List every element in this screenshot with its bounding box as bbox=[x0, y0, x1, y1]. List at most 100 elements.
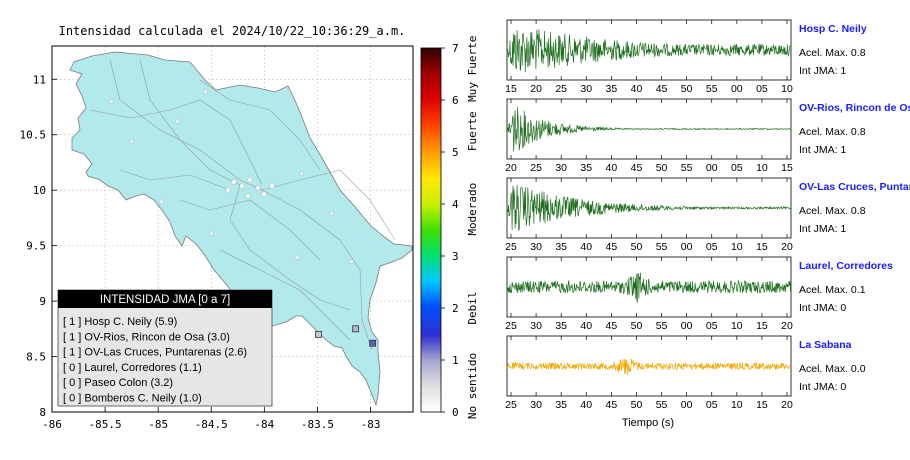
trace-1: 15 20 25 30 35 40 45 50 55 00 05 10 Hosp C. Neily Ace… bbox=[505, 19, 867, 95]
trace-x-tick-label: 30 bbox=[530, 320, 542, 332]
trace-station-name: La Sabana bbox=[799, 339, 852, 351]
colorbar-tick-label: 6 bbox=[452, 94, 459, 107]
intensity-legend: INTENSIDAD JMA [0 a 7] [ 1 ] Hosp C. Nei… bbox=[57, 289, 273, 407]
colorbar-tick-label: 4 bbox=[452, 198, 459, 211]
trace-x-tick-label: 05 bbox=[756, 83, 768, 95]
trace-x-tick-label: 45 bbox=[606, 320, 618, 332]
trace-station-name: OV-Rios, Rincon de Os bbox=[799, 102, 910, 114]
colorbar-category-label: Moderado bbox=[466, 183, 479, 236]
trace-x-tick-label: 05 bbox=[706, 241, 718, 253]
trace-x-tick-label: 50 bbox=[631, 320, 643, 332]
colorbar-tick-label: 1 bbox=[452, 354, 459, 367]
trace-x-tick-label: 30 bbox=[530, 399, 542, 411]
trace-x-tick-label: 10 bbox=[731, 399, 743, 411]
legend-item: [ 0 ] Paseo Colon (3.2) bbox=[63, 377, 173, 389]
map-y-tick-label: 8.5 bbox=[26, 351, 46, 364]
seismogram-panel: 15 20 25 30 35 40 45 50 55 00 05 10 Hosp C. Neily Ace… bbox=[505, 19, 910, 411]
trace-x-tick-label: 45 bbox=[656, 83, 668, 95]
trace-x-tick-label: 30 bbox=[580, 83, 592, 95]
time-axis-label: Tiempo (s) bbox=[622, 417, 674, 429]
trace-x-tick-label: 35 bbox=[555, 320, 567, 332]
map-y-tick-label: 10 bbox=[33, 184, 46, 197]
map-y-tick-label: 9.5 bbox=[26, 240, 46, 253]
colorbar-ticks: 0 1 2 3 4 5 6 7 bbox=[441, 42, 459, 419]
trace-waveform bbox=[506, 272, 792, 303]
trace-jma-intensity: Int JMA: 0 bbox=[799, 302, 846, 314]
trace-x-tick-label: 55 bbox=[681, 162, 693, 174]
trace-accel-max: Acel. Max. 0.0 bbox=[799, 363, 866, 375]
trace-x-tick-label: 25 bbox=[555, 83, 567, 95]
trace-waveform bbox=[506, 106, 792, 152]
colorbar-category-label: Debil bbox=[466, 291, 479, 324]
trace-x-tick-label: 30 bbox=[555, 162, 567, 174]
trace-x-tick-label: 55 bbox=[656, 241, 668, 253]
station-markers bbox=[315, 325, 377, 347]
trace-x-tick-label: 00 bbox=[681, 399, 693, 411]
trace-x-tick-label: 25 bbox=[530, 162, 542, 174]
legend-item: [ 0 ] Laurel, Corredores (1.1) bbox=[63, 362, 202, 374]
colorbar-tick-label: 7 bbox=[452, 42, 459, 55]
map-x-tick-label: -85.5 bbox=[89, 418, 122, 431]
map-y-axis: 11 10.5 10 9.5 9 8.5 8 bbox=[20, 73, 57, 419]
trace-x-tick-label: 25 bbox=[505, 320, 517, 332]
station-marker bbox=[369, 339, 377, 347]
trace-x-tick-label: 30 bbox=[530, 241, 542, 253]
trace-4: 25 30 35 40 45 50 55 00 05 10 15 20 Laurel, Corredor… bbox=[505, 256, 893, 332]
trace-x-tick-label: 05 bbox=[731, 162, 743, 174]
trace-x-tick-label: 20 bbox=[505, 162, 517, 174]
trace-waveform bbox=[506, 29, 792, 73]
colorbar-tick-label: 0 bbox=[452, 406, 459, 419]
map-panel: Intensidad calculada el 2024/10/22_10:36… bbox=[20, 24, 414, 431]
trace-x-tick-label: 45 bbox=[606, 241, 618, 253]
trace-jma-intensity: Int JMA: 0 bbox=[799, 381, 846, 393]
colorbar-tick-label: 3 bbox=[452, 250, 459, 263]
trace-x-tick-label: 10 bbox=[781, 83, 793, 95]
trace-x-tick-label: 35 bbox=[606, 83, 618, 95]
trace-accel-max: Acel. Max. 0.8 bbox=[799, 47, 866, 59]
trace-x-tick-label: 10 bbox=[756, 162, 768, 174]
trace-x-tick-label: 25 bbox=[505, 399, 517, 411]
trace-x-tick-label: 40 bbox=[631, 83, 643, 95]
trace-x-tick-label: 15 bbox=[756, 399, 768, 411]
trace-x-tick-label: 55 bbox=[656, 399, 668, 411]
map-x-tick-label: -84.5 bbox=[195, 418, 228, 431]
trace-x-tick-label: 40 bbox=[580, 399, 592, 411]
legend-header bbox=[58, 290, 272, 308]
trace-x-tick-label: 15 bbox=[505, 83, 517, 95]
trace-x-tick-label: 40 bbox=[606, 162, 618, 174]
trace-station-name: Laurel, Corredores bbox=[799, 260, 893, 272]
colorbar-category-labels: No sentido Debil Moderado Fuerte Muy Fuerte bbox=[466, 36, 479, 419]
map-x-tick-label: -85 bbox=[148, 418, 168, 431]
trace-accel-max: Acel. Max. 0.8 bbox=[799, 126, 866, 138]
trace-x-tick-label: 00 bbox=[706, 162, 718, 174]
trace-x-tick-label: 40 bbox=[580, 320, 592, 332]
legend-item: [ 1 ] OV-Las Cruces, Puntarenas (2.6) bbox=[63, 347, 247, 359]
trace-x-tick-label: 50 bbox=[631, 241, 643, 253]
trace-x-tick-label: 40 bbox=[580, 241, 592, 253]
trace-x-tick-label: 10 bbox=[731, 320, 743, 332]
trace-waveform bbox=[506, 358, 792, 376]
trace-jma-intensity: Int JMA: 1 bbox=[799, 223, 846, 235]
trace-2: 20 25 30 35 40 45 50 55 00 05 10 15 OV-Rios, Rincon … bbox=[505, 98, 910, 174]
trace-x-tick-label: 00 bbox=[731, 83, 743, 95]
colorbar-category-label: Fuerte bbox=[466, 111, 479, 151]
map-x-tick-label: -86 bbox=[42, 418, 62, 431]
trace-station-name: OV-Las Cruces, Puntar bbox=[799, 181, 910, 193]
station-marker bbox=[315, 330, 322, 338]
map-frame bbox=[51, 45, 414, 413]
trace-x-tick-label: 20 bbox=[781, 320, 793, 332]
intensity-colorbar: 0 1 2 3 4 5 6 7 No sentido Debil Moderado Fuerte Mu… bbox=[420, 36, 479, 419]
trace-3: 25 30 35 40 45 50 55 00 05 10 15 20 OV-Las Cruces, P… bbox=[505, 177, 910, 253]
map-title: Intensidad calculada el 2024/10/22_10:36… bbox=[59, 24, 406, 38]
colorbar-tick-label: 5 bbox=[452, 146, 459, 159]
map-x-axis: -86 -85.5 -85 -84.5 -84 -83.5 -83 bbox=[42, 407, 380, 431]
town-markers bbox=[109, 89, 354, 264]
legend-title: INTENSIDAD JMA [0 a 7] bbox=[100, 294, 230, 306]
road-network bbox=[89, 59, 396, 351]
trace-jma-intensity: Int JMA: 1 bbox=[799, 65, 846, 77]
trace-x-tick-label: 45 bbox=[631, 162, 643, 174]
map-x-tick-label: -84 bbox=[254, 418, 274, 431]
trace-x-tick-label: 45 bbox=[606, 399, 618, 411]
trace-x-tick-label: 55 bbox=[656, 320, 668, 332]
